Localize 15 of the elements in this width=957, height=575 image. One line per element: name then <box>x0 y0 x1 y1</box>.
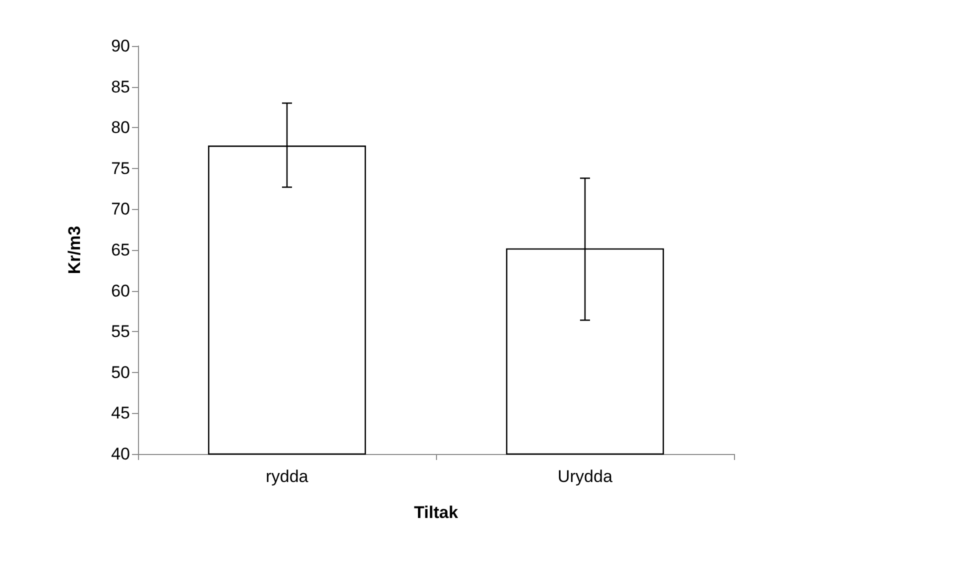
y-axis-title: Kr/m3 <box>65 226 84 274</box>
y-tick-label: 45 <box>111 404 130 423</box>
y-tick-label: 90 <box>111 36 130 56</box>
y-tick-label: 50 <box>111 362 130 382</box>
y-tick-label: 55 <box>111 322 130 342</box>
x-tick-label: rydda <box>266 467 309 486</box>
y-tick-label: 85 <box>111 77 130 96</box>
y-tick-label: 80 <box>111 118 130 138</box>
y-tick-label: 70 <box>111 200 130 219</box>
x-tick-label: Urydda <box>558 467 613 486</box>
y-tick-label: 65 <box>111 240 130 260</box>
y-tick-label: 40 <box>111 444 130 464</box>
y-tick-label: 60 <box>111 281 130 300</box>
y-tick-label: 75 <box>111 158 130 178</box>
x-axis-title: Tiltak <box>414 503 459 522</box>
